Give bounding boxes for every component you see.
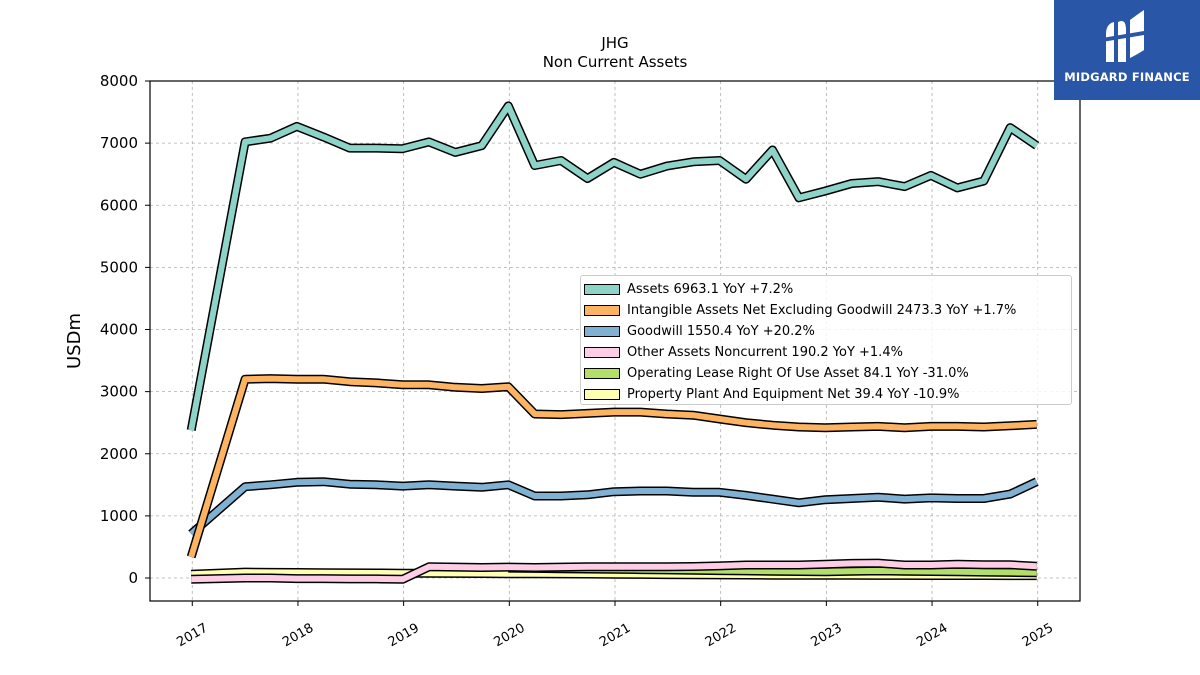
legend-swatch <box>584 368 620 379</box>
y-tick-label: 7000 <box>100 134 138 152</box>
legend-label: Property Plant And Equipment Net 39.4 Yo… <box>627 387 960 402</box>
x-tick-label: 2018 <box>280 621 316 651</box>
x-tick-label: 2025 <box>1020 621 1056 651</box>
legend-swatch <box>584 389 620 400</box>
x-tick-label: 2023 <box>809 621 845 651</box>
legend-swatch <box>584 305 620 316</box>
legend-label: Operating Lease Right Of Use Asset 84.1 … <box>627 366 969 381</box>
y-tick-label: 3000 <box>100 383 138 401</box>
legend-label: Assets 6963.1 YoY +7.2% <box>627 282 794 297</box>
series-line-intangible-assets-net-excluding-goodwill <box>188 375 1037 558</box>
x-tick-label: 2020 <box>491 621 527 651</box>
legend-item-other-assets: Other Assets Noncurrent 190.2 YoY +1.4% <box>581 342 1071 363</box>
legend-item-goodwill: Goodwill 1550.4 YoY +20.2% <box>581 321 1071 342</box>
legend-label: Goodwill 1550.4 YoY +20.2% <box>627 324 815 339</box>
brand-logo: MIDGARD FINANCE <box>1054 0 1200 100</box>
midgard-logo-icon <box>1102 10 1150 62</box>
y-tick-label: 0 <box>128 569 138 587</box>
x-tick-label: 2017 <box>174 621 210 651</box>
series-outline-intangible-assets-net-excluding-goodwill <box>186 374 1037 559</box>
legend-item-operating-lease: Operating Lease Right Of Use Asset 84.1 … <box>581 363 1071 384</box>
y-tick-label: 2000 <box>100 445 138 463</box>
series-lines <box>186 101 1040 584</box>
legend-item-ppe: Property Plant And Equipment Net 39.4 Yo… <box>581 384 1071 405</box>
logo-text: MIDGARD FINANCE <box>1064 70 1190 84</box>
chart-title: JHG <box>600 34 628 52</box>
y-tick-label: 6000 <box>100 196 138 214</box>
legend-swatch <box>584 284 620 295</box>
x-tick-label: 2019 <box>386 621 422 651</box>
y-tick-label: 4000 <box>100 321 138 339</box>
legend-swatch <box>584 326 620 337</box>
legend-item-intangible-assets: Intangible Assets Net Excluding Goodwill… <box>581 300 1071 321</box>
legend-label: Intangible Assets Net Excluding Goodwill… <box>627 303 1017 318</box>
x-tick-label: 2021 <box>597 621 633 651</box>
x-tick-label: 2022 <box>703 621 739 651</box>
legend-label: Other Assets Noncurrent 190.2 YoY +1.4% <box>627 345 903 360</box>
x-tick-label: 2024 <box>914 621 950 651</box>
y-tick-label: 5000 <box>100 258 138 276</box>
y-axis-label: USDm <box>64 313 85 369</box>
chart-subtitle: Non Current Assets <box>543 53 688 71</box>
series-line-goodwill <box>189 478 1038 537</box>
legend-swatch <box>584 347 620 358</box>
legend-item-assets: Assets 6963.1 YoY +7.2% <box>581 279 1071 300</box>
series-line-other-assets-noncurrent <box>191 560 1037 583</box>
y-tick-label: 1000 <box>100 507 138 525</box>
y-tick-label: 8000 <box>100 72 138 90</box>
chart-legend: Assets 6963.1 YoY +7.2% Intangible Asset… <box>580 275 1072 405</box>
series-line-assets <box>188 102 1039 431</box>
